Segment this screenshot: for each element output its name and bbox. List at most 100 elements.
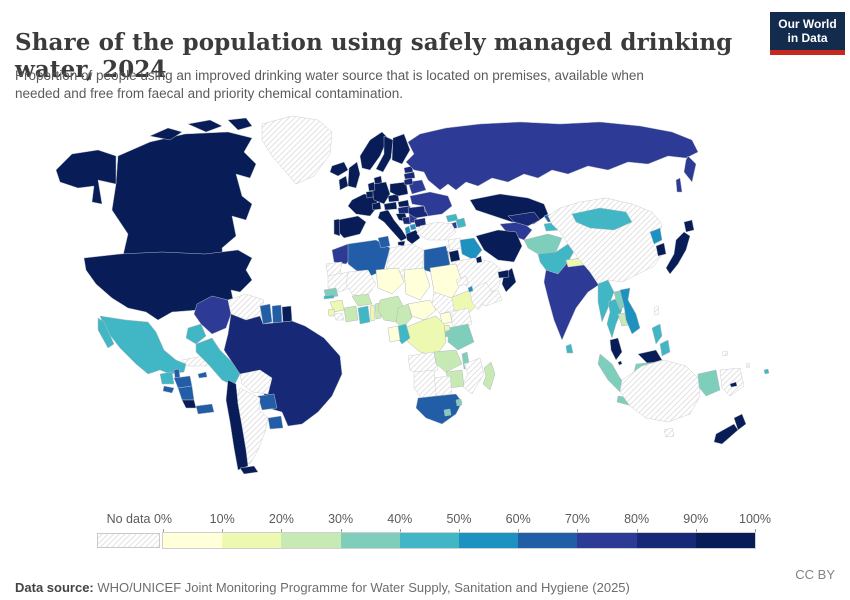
country-vanuatu[interactable]: Vanuatu: No data [746,363,750,368]
country-gabon[interactable]: Gabon: 0-10% [388,326,400,342]
country-central-african-republic[interactable]: Central African Republic: 0-10% [408,300,436,320]
country-mozambique[interactable]: Mozambique: No data [462,358,484,394]
country-lithuania[interactable]: Lithuania: 80-90% [404,178,413,185]
country-azerbaijan[interactable]: Azerbaijan: 40-50% [456,218,466,228]
country-guatemala[interactable]: Guatemala: 40-50% [160,372,174,384]
country-brazil[interactable]: Brazil: 80-90% [224,314,342,426]
country-sierra-leone[interactable]: Sierra Leone: 10-20% [328,309,335,316]
legend-bin-90-100%[interactable] [695,533,756,548]
country-belgium[interactable]: Belgium: 90-100% [366,191,373,198]
country-eswatini[interactable]: Eswatini: 30-40% [456,399,462,406]
legend-bin-0-10%[interactable] [163,533,223,548]
country-chile[interactable]: Chile: 90-100% [226,380,248,470]
country-north-macedonia[interactable]: North Macedonia: 50-60% [410,224,416,230]
country-burkina-faso[interactable]: Burkina Faso: 20-30% [352,294,372,306]
country-mexico[interactable]: Mexico: 40-50% [100,316,186,374]
country-netherlands[interactable]: Netherlands: 90-100% [368,182,375,191]
country-italy[interactable]: Italy: 90-100% [378,210,407,241]
legend-bin-10-20%[interactable] [222,533,282,548]
country-iran[interactable]: Iran: 90-100% [476,230,522,262]
country-philippines[interactable]: Philippines: 40-50% [652,324,662,344]
country-tanzania[interactable]: Tanzania: 30-40% [448,324,474,350]
country-papua-new-guinea[interactable]: Papua New Guinea: No data [720,368,744,396]
country-australia[interactable]: Australia: No data [664,428,674,437]
country-canada[interactable]: Canada: 90-100% [188,120,222,132]
country-french-guiana[interactable]: French Guiana: 90-100% [282,306,292,322]
country-japan[interactable]: Japan: 90-100% [666,232,690,274]
country-solomon-islands[interactable]: Solomon Islands: No data [722,351,728,356]
country-mongolia[interactable]: Mongolia: 40-50% [572,208,632,230]
legend-bin-60-70%[interactable] [518,533,578,548]
country-canada[interactable]: Canada: 90-100% [150,128,182,140]
country-lesotho[interactable]: Lesotho: 30-40% [444,409,451,416]
country-ireland[interactable]: Ireland: 90-100% [339,176,348,190]
legend-bin-50-60%[interactable] [459,533,519,548]
country-afghanistan[interactable]: Afghanistan: 30-40% [524,234,562,254]
country-canada[interactable]: Canada: 90-100% [228,118,252,130]
legend-bin-70-80%[interactable] [577,533,637,548]
country-canada[interactable]: Canada: 90-100% [112,132,256,265]
country-poland[interactable]: Poland: 90-100% [390,182,408,196]
country-bolivia[interactable]: Bolivia: No data [240,370,272,394]
country-peru[interactable]: Peru: 40-50% [196,338,240,386]
country-guyana[interactable]: Guyana: 60-70% [260,304,272,324]
country-niger[interactable]: Niger: 0-10% [376,268,404,294]
country-iceland[interactable]: Iceland: 90-100% [330,162,348,176]
legend-no-data-swatch[interactable] [97,533,160,548]
country-australia[interactable]: Australia: No data [620,360,700,422]
country-czechia[interactable]: Czechia: 90-100% [388,194,399,202]
country-suriname[interactable]: Suriname: 60-70% [272,305,282,323]
country-south-korea[interactable]: South Korea: 90-100% [656,243,666,256]
country-tunisia[interactable]: Tunisia: 60-70% [378,236,390,248]
country-indonesia[interactable]: Indonesia: 30-40% [698,370,720,396]
country-russia[interactable]: Russia: 70-80% [676,178,682,192]
license-badge[interactable]: CC BY [795,567,835,582]
country-djibouti[interactable]: Djibouti: 50-60% [468,286,473,292]
country-south-sudan[interactable]: South Sudan: No data [432,292,454,314]
legend-bin-40-50%[interactable] [399,533,460,548]
country-united-kingdom[interactable]: United Kingdom: 90-100% [348,162,360,188]
country-philippines[interactable]: Philippines: 40-50% [660,340,670,356]
country-romania[interactable]: Romania: 80-90% [408,206,428,218]
legend-bin-20-30%[interactable] [281,533,341,548]
country-taiwan[interactable]: Taiwan: No data [654,306,659,315]
country-slovakia[interactable]: Slovakia: 90-100% [398,200,409,207]
country-france[interactable]: France: 90-100% [348,194,378,216]
country-bosnia-and-herzegovina[interactable]: Bosnia and Herzegovina: 80-90% [402,217,411,224]
country-sri-lanka[interactable]: Sri Lanka: 40-50% [566,344,573,353]
country-new-zealand[interactable]: New Zealand: 90-100% [714,424,738,444]
country-new-caledonia[interactable]: New Caledonia: 90-100% [730,382,737,387]
country-russia[interactable]: Russia: 70-80% [684,156,696,182]
country-sudan[interactable]: Sudan: 0-10% [430,264,462,298]
country-gambia[interactable]: Gambia: 40-50% [324,295,334,299]
country-eritrea[interactable]: Eritrea: No data [456,276,468,286]
country-finland[interactable]: Finland: 90-100% [392,134,410,164]
country-south-africa[interactable]: South Africa: 60-70% [416,394,462,424]
country-somalia[interactable]: Somalia: No data [470,282,492,310]
country-cote-d-ivoire[interactable]: Cote d'Ivoire: 20-30% [344,306,358,322]
country-mexico[interactable]: Mexico: 40-50% [98,318,114,348]
country-turkey[interactable]: Turkey: No data [417,222,456,240]
country-chile[interactable]: Chile: 90-100% [240,466,258,474]
country-greenland[interactable]: Greenland: No data [262,116,332,184]
country-malaysia[interactable]: Malaysia: 90-100% [610,338,622,360]
country-united-arab-emirates[interactable]: United Arab Emirates: 90-100% [498,270,509,278]
country-united-states[interactable]: United States: 90-100% [56,150,116,204]
country-madagascar[interactable]: Madagascar: 20-30% [483,362,495,390]
owid-logo[interactable]: Our World in Data [770,12,845,55]
country-democratic-republic-of-congo[interactable]: Democratic Republic of Congo: 10-20% [404,316,446,356]
country-fiji[interactable]: Fiji: 40-50% [764,369,769,374]
country-nicaragua[interactable]: Nicaragua: 60-70% [178,386,194,400]
country-paraguay[interactable]: Paraguay: 60-70% [258,394,277,410]
country-uruguay[interactable]: Uruguay: 60-70% [268,416,283,429]
legend-bin-80-90%[interactable] [636,533,696,548]
country-myanmar[interactable]: Myanmar: 40-50% [598,280,614,322]
country-new-zealand[interactable]: New Zealand: 90-100% [734,414,746,430]
country-greece[interactable]: Greece: 90-100% [406,230,420,244]
country-belize[interactable]: Belize: 60-70% [174,369,180,378]
country-costa-rica[interactable]: Costa Rica: 90-100% [182,400,196,408]
country-ukraine[interactable]: Ukraine: 70-80% [410,192,452,216]
country-ghana[interactable]: Ghana: 40-50% [358,306,370,324]
country-colombia[interactable]: Colombia: 70-80% [194,296,231,334]
country-cameroon[interactable]: Cameroon: 20-30% [396,304,412,328]
